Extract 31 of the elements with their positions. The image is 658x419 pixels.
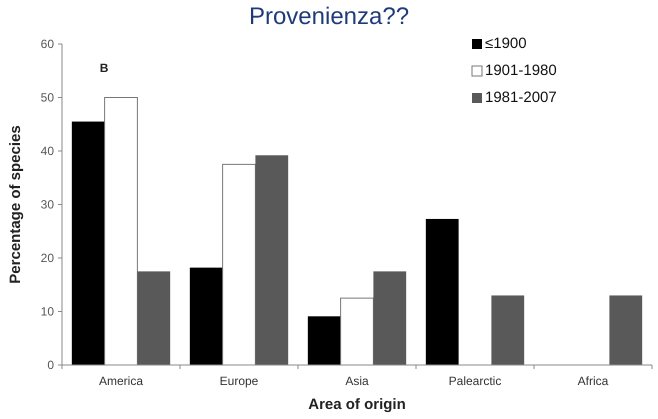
y-tick-label: 10	[40, 304, 54, 318]
y-tick-label: 0	[47, 358, 54, 372]
y-axis-title: Percentage of species	[7, 125, 24, 284]
y-tick-label: 30	[40, 198, 54, 212]
bar	[137, 271, 170, 365]
y-tick-label: 50	[40, 90, 54, 104]
x-tick-label: Palearctic	[448, 374, 502, 388]
x-tick-label: Asia	[345, 374, 369, 388]
bar	[72, 122, 105, 365]
bar	[308, 316, 341, 365]
bar	[373, 271, 406, 365]
legend-label: ≤1900	[485, 35, 527, 52]
bar	[491, 295, 524, 365]
y-tick-label: 60	[40, 37, 54, 51]
bar	[340, 298, 374, 366]
bar	[609, 295, 642, 365]
bar	[222, 164, 256, 366]
legend-label: 1981-2007	[485, 89, 557, 106]
bar	[104, 97, 138, 366]
annotation: B	[100, 61, 109, 75]
legend-label: 1901-1980	[485, 62, 557, 79]
bar	[190, 268, 223, 365]
x-tick-label: Africa	[578, 374, 609, 388]
y-tick-label: 40	[40, 144, 54, 158]
x-tick-label: Europe	[220, 374, 259, 388]
bar	[426, 218, 459, 365]
chart-title: Provenienza??	[248, 3, 410, 30]
bar	[255, 155, 288, 365]
y-tick-label: 20	[40, 251, 54, 265]
x-axis-title: Area of origin	[308, 396, 406, 413]
x-tick-label: America	[98, 374, 144, 388]
